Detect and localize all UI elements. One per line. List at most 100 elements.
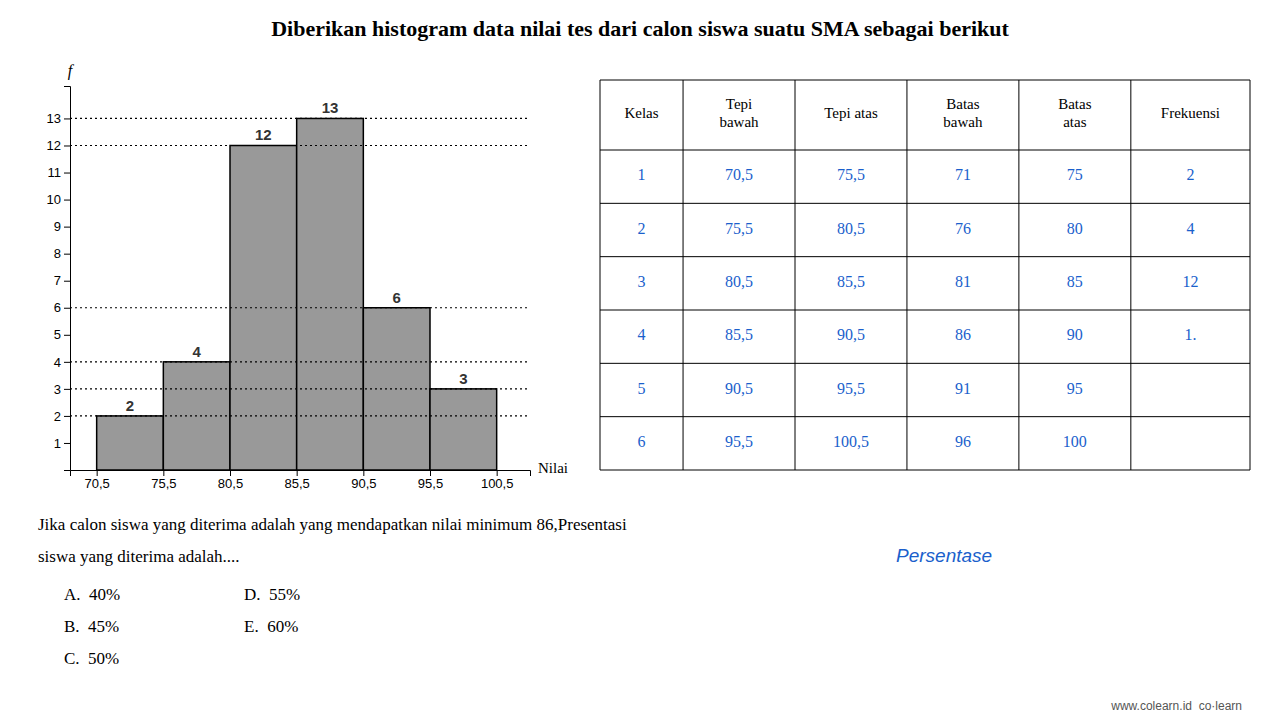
table-header-line: bawah: [943, 114, 983, 130]
x-tick-mark: [497, 470, 498, 476]
table-header-line: Kelas: [624, 105, 658, 121]
table-cell: 96: [955, 433, 971, 450]
y-tick-mark: [64, 362, 70, 363]
y-tick-mark: [64, 335, 70, 336]
x-tick-mark: [163, 470, 164, 476]
table-rule: [795, 80, 796, 470]
x-tick: 85,5: [285, 470, 310, 491]
x-tick-mark: [297, 470, 298, 476]
table-rule: [600, 416, 1250, 417]
y-tick-mark: [64, 200, 70, 201]
x-tick-label: 95,5: [418, 476, 443, 491]
y-tick-label: 1: [54, 436, 61, 451]
data-label: 13: [322, 99, 339, 116]
table-cell: 3: [638, 273, 646, 290]
y-tick: 9: [54, 219, 70, 234]
table-cell: 76: [955, 220, 971, 237]
table-cell: 80,5: [837, 220, 865, 237]
table-cell: 90,5: [837, 326, 865, 343]
y-tick-label: 8: [54, 246, 61, 261]
question-text: siswa yang diterima adalah....: [38, 547, 240, 566]
y-tick-mark: [64, 389, 70, 390]
plot-area: [70, 118, 530, 470]
data-labels: 24121363: [126, 99, 468, 413]
y-tick-mark: [64, 281, 70, 282]
table-cell: 85: [1067, 273, 1083, 290]
x-tick-label: 90,5: [351, 476, 376, 491]
y-tick-label: 6: [54, 300, 61, 315]
x-tick: 75,5: [151, 470, 176, 491]
table-header-line: Batas: [1058, 96, 1091, 112]
y-tick-mark: [64, 173, 70, 174]
y-tick-label: 3: [54, 382, 61, 397]
table-cell: 4: [638, 326, 646, 343]
table-header-line: Tepi: [726, 96, 752, 112]
table-cell: 80,5: [725, 273, 753, 290]
table-header: Tepi bawah: [719, 96, 759, 130]
table-rule: [600, 80, 1250, 81]
y-tick-label: 9: [54, 219, 61, 234]
y-tick-mark: [64, 443, 70, 444]
table-rule: [683, 80, 684, 470]
y-tick-mark: [64, 145, 70, 146]
x-tick-label: 80,5: [218, 476, 243, 491]
y-tick-label: 4: [54, 354, 61, 369]
table-cell: 1.: [1184, 326, 1196, 343]
annotation: Persentase: [896, 545, 992, 566]
table-cell: 12: [1182, 273, 1198, 290]
y-tick-label: 11: [48, 165, 62, 180]
y-tick: 11: [48, 165, 71, 180]
table-rule: [600, 470, 1250, 471]
bar: [97, 416, 164, 470]
table-cell: 70,5: [725, 166, 753, 183]
table-rule: [600, 150, 1250, 151]
data-label: 3: [459, 370, 467, 387]
table-cell: 80: [1067, 220, 1083, 237]
table-header-line: Frekuensi: [1161, 105, 1220, 121]
table-header: Batasbawah: [943, 96, 983, 130]
y-tick-mark: [64, 254, 70, 255]
table-cell: 100: [1063, 433, 1087, 450]
y-axis: 12345678910111213: [47, 87, 71, 471]
table-rule: [600, 363, 1250, 364]
answer-choice: B. 45%: [64, 617, 119, 636]
x-tick: 100,5: [481, 470, 514, 491]
x-tick: 80,5: [218, 470, 243, 491]
y-tick: 4: [54, 354, 70, 369]
reference-line: [70, 361, 530, 362]
table-header: Frekuensi: [1161, 105, 1220, 121]
x-tick-label: 75,5: [151, 476, 176, 491]
y-tick-label: 10: [47, 192, 61, 207]
table-cell: 1: [638, 166, 646, 183]
y-tick: 13: [47, 111, 70, 126]
answer-choice: A. 40%: [64, 585, 120, 604]
table-cell: 75: [1067, 166, 1083, 183]
question-text: Jika calon siswa yang diterima adalah ya…: [38, 515, 627, 534]
table-cell: 5: [638, 380, 646, 397]
y-tick: 6: [54, 300, 70, 315]
y-tick: 3: [54, 382, 70, 397]
x-axis-line: [71, 471, 531, 477]
table-header: Batasatas: [1058, 96, 1091, 130]
table-rule: [1250, 80, 1251, 470]
data-label: 2: [126, 397, 134, 414]
x-tick: 90,5: [351, 470, 376, 491]
data-label: 4: [192, 343, 201, 360]
y-tick: 12: [47, 138, 70, 153]
footer: www.colearn.id co·learn: [1110, 699, 1242, 713]
answer-choice: C. 50%: [64, 649, 119, 668]
table-header-line: bawah: [719, 114, 759, 130]
table-cell: 81: [955, 273, 971, 290]
x-tick-label: 100,5: [481, 476, 514, 491]
x-axis: 70,575,580,585,590,595,5100,5: [71, 470, 531, 491]
table-header-line: Tepi atas: [824, 105, 878, 121]
bar: [430, 389, 497, 470]
table-rule: [1018, 80, 1019, 470]
chart-svg: Diberikan histogram data nilai tes dari …: [0, 0, 1280, 720]
table-cell: 75,5: [837, 166, 865, 183]
table-cell: 6: [638, 433, 646, 450]
table-header: Tepi atas: [824, 105, 878, 121]
y-tick: 8: [54, 246, 70, 261]
y-tick-label: 7: [54, 273, 61, 288]
y-tick-mark: [64, 308, 70, 309]
